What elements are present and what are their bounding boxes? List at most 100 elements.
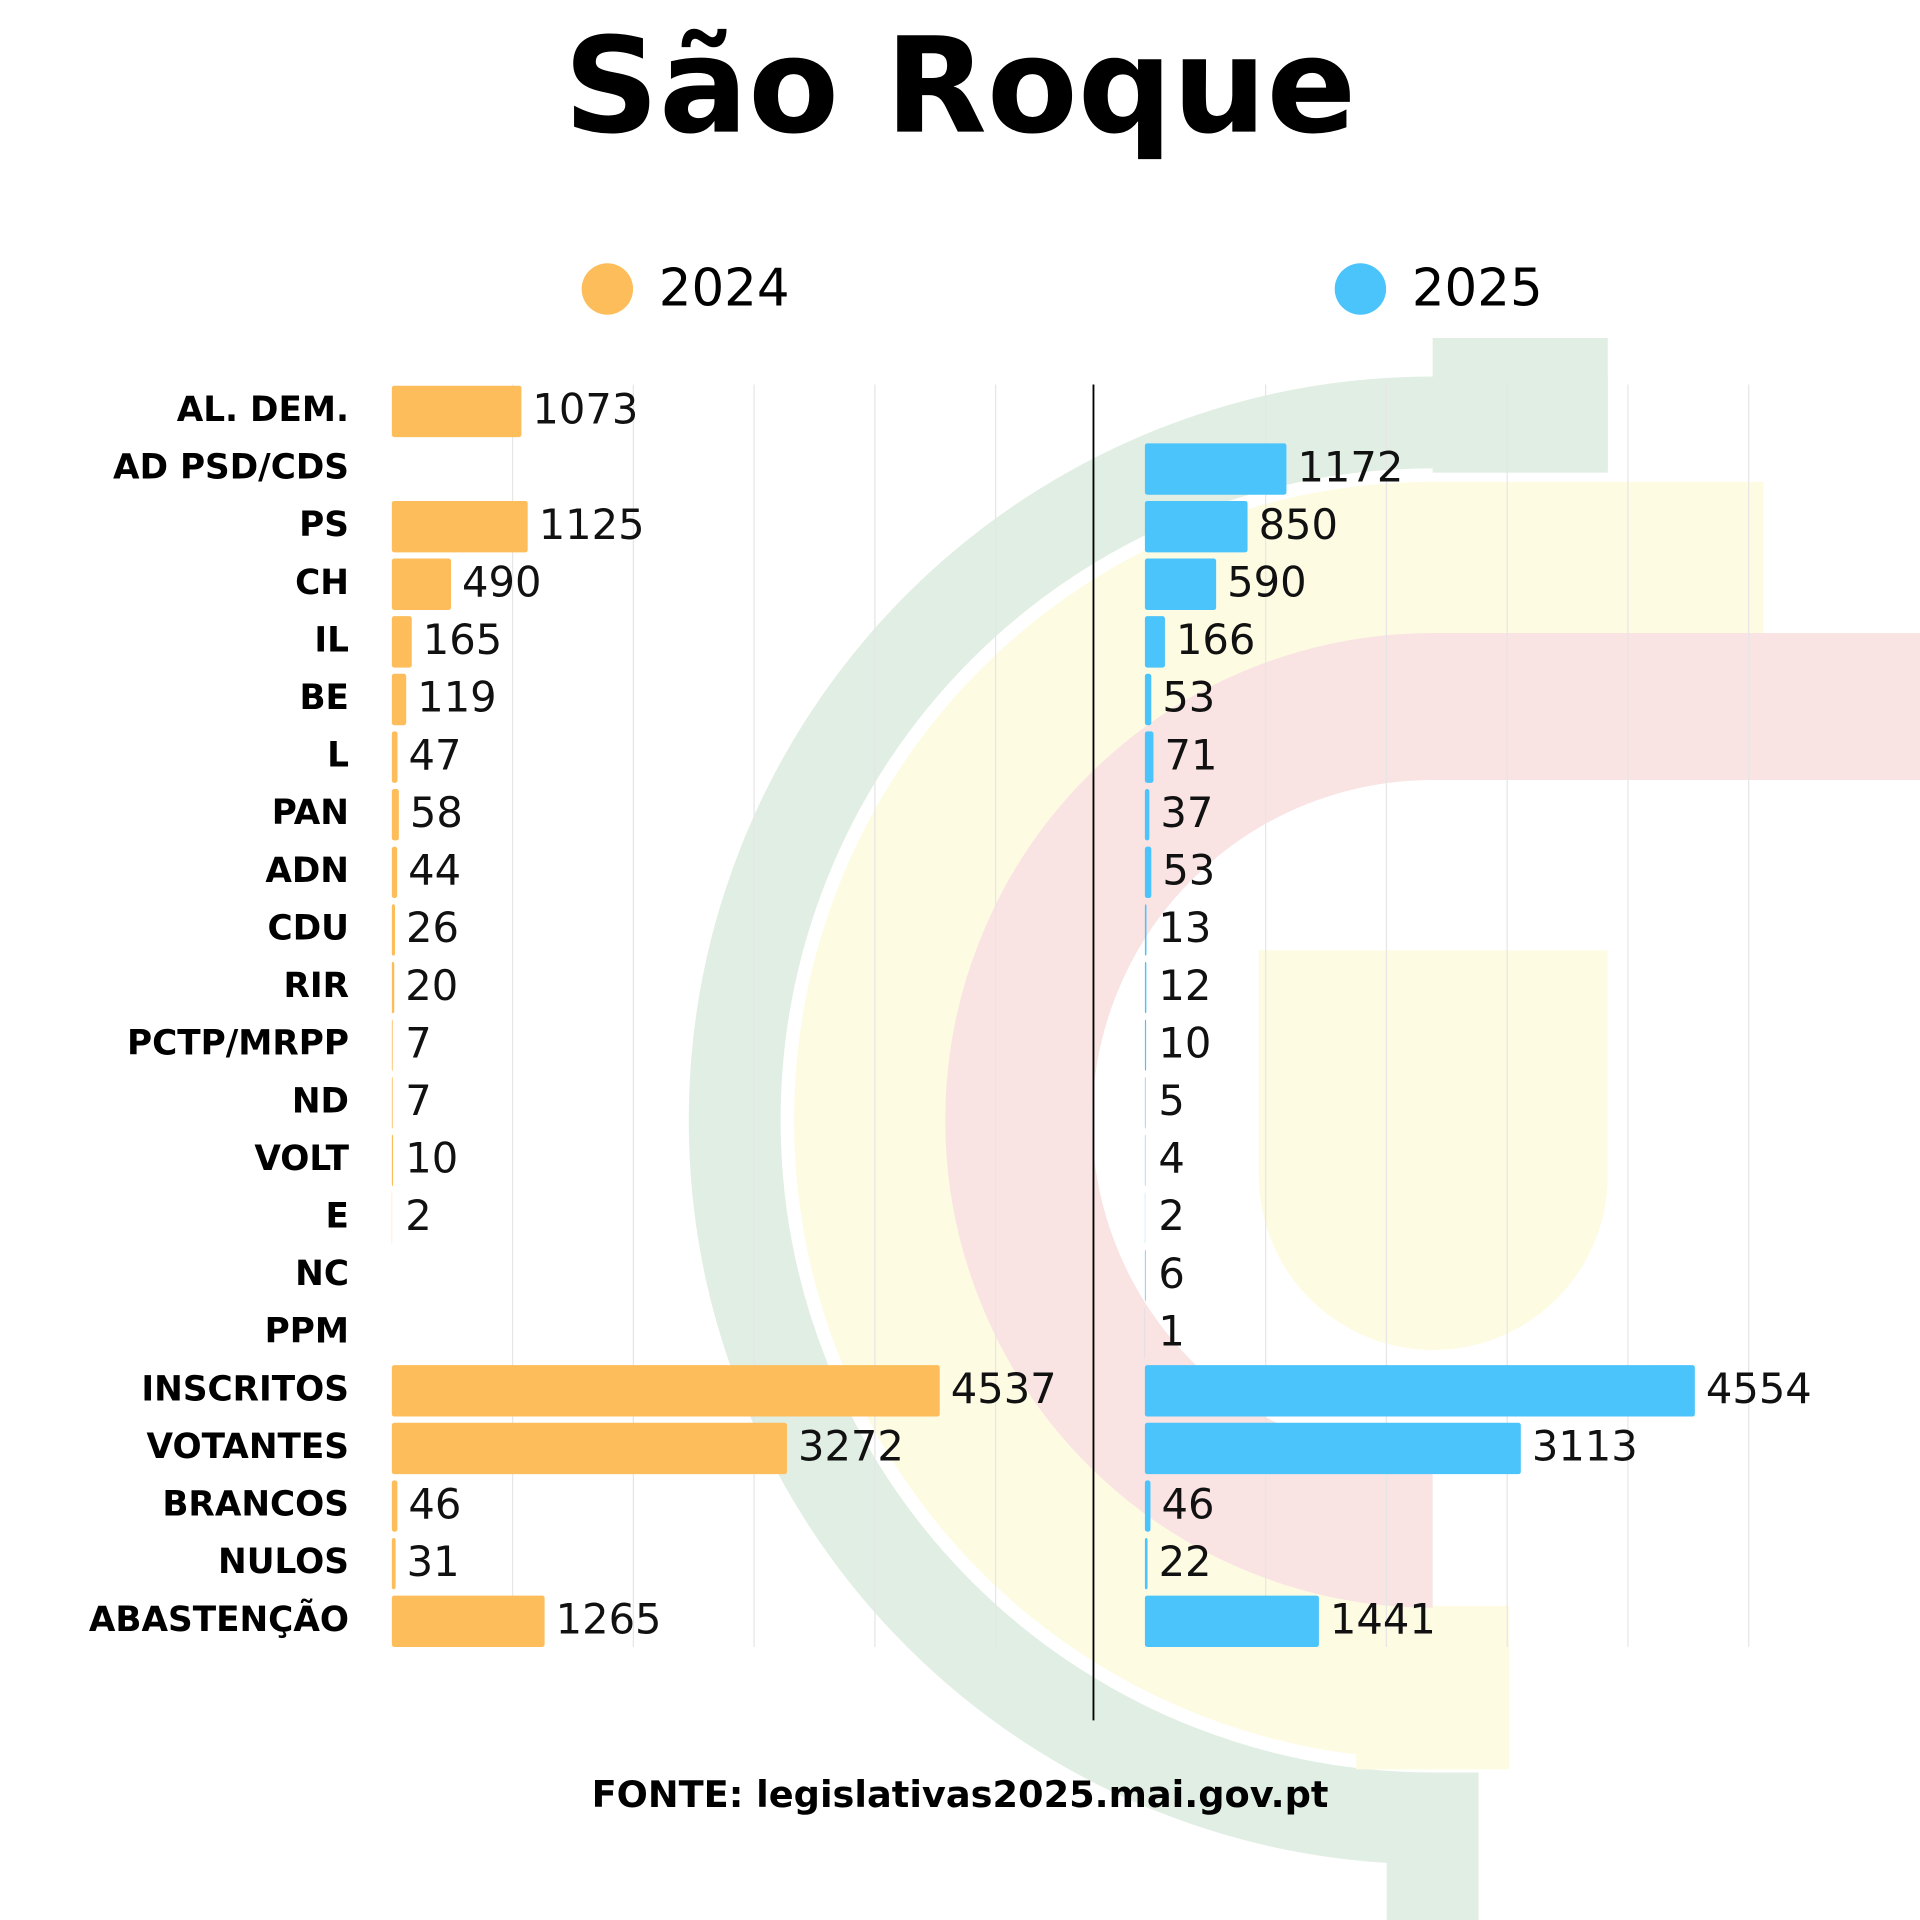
bar	[391, 1480, 398, 1532]
bar	[1144, 846, 1152, 899]
bar	[391, 500, 528, 553]
bar	[391, 1365, 940, 1417]
value-label: 46	[1161, 1479, 1214, 1528]
value-label: 71	[1164, 730, 1217, 779]
value-label: 20	[405, 961, 458, 1010]
bar	[1144, 616, 1165, 668]
value-label: 10	[405, 1134, 458, 1183]
category-label: L	[327, 736, 349, 776]
value-label: 1073	[532, 385, 638, 434]
bar	[391, 846, 398, 899]
category-label: CDU	[268, 908, 349, 948]
bar	[391, 904, 395, 956]
value-label: 3113	[1532, 1422, 1638, 1471]
category-label: IL	[314, 620, 349, 660]
value-label: 13	[1158, 903, 1211, 952]
category-label: INSCRITOS	[141, 1369, 349, 1409]
category-label: ABASTENÇÃO	[89, 1599, 349, 1640]
category-label: VOLT	[254, 1139, 349, 1179]
category-label: BRANCOS	[162, 1485, 349, 1525]
legend-label: 2024	[659, 258, 790, 318]
value-label: 166	[1176, 615, 1255, 664]
category-label: ADN	[265, 851, 349, 891]
category-label: NC	[295, 1254, 349, 1294]
category-label: PS	[299, 505, 349, 545]
value-label: 31	[407, 1537, 460, 1586]
value-label: 53	[1162, 673, 1215, 722]
category-label: PPM	[265, 1312, 349, 1352]
value-label: 5	[1158, 1076, 1184, 1125]
category-label: AL. DEM.	[177, 390, 349, 430]
value-label: 850	[1259, 500, 1338, 549]
bar	[391, 731, 398, 783]
category-label: CH	[295, 563, 349, 603]
value-label: 7	[405, 1076, 431, 1125]
bar	[1144, 1019, 1147, 1071]
chart-title: São Roque	[564, 10, 1357, 164]
bar	[1144, 1077, 1146, 1129]
category-label: VOTANTES	[147, 1427, 349, 1467]
bar	[1144, 789, 1150, 841]
value-label: 1172	[1297, 442, 1403, 491]
legend-label: 2025	[1412, 258, 1543, 318]
bar	[391, 1595, 545, 1647]
value-label: 26	[406, 903, 459, 952]
bar	[391, 616, 412, 668]
bar	[391, 1077, 393, 1129]
bar	[391, 558, 452, 610]
value-label: 22	[1159, 1537, 1212, 1586]
value-label: 2	[1158, 1191, 1184, 1240]
bar	[1144, 500, 1248, 553]
value-label: 37	[1160, 788, 1213, 837]
value-label: 4537	[951, 1364, 1057, 1413]
bar	[1144, 1365, 1695, 1417]
value-label: 490	[462, 557, 541, 606]
value-label: 53	[1162, 846, 1215, 895]
value-label: 165	[423, 615, 502, 664]
value-label: 119	[417, 673, 496, 722]
category-label: NULOS	[218, 1542, 349, 1582]
background-decoration	[688, 337, 1920, 1920]
value-label: 6	[1158, 1249, 1184, 1298]
bar	[391, 1537, 396, 1590]
bar	[1144, 673, 1152, 726]
value-label: 12	[1158, 961, 1211, 1010]
bar	[1144, 1422, 1521, 1475]
category-label: ND	[292, 1081, 349, 1121]
value-label: 7	[405, 1018, 431, 1067]
value-label: 10	[1158, 1018, 1211, 1067]
bar	[1144, 1595, 1319, 1647]
legend-marker	[1334, 263, 1387, 315]
bar	[1144, 443, 1287, 495]
value-label: 1	[1158, 1306, 1184, 1355]
value-label: 47	[409, 730, 462, 779]
value-label: 46	[408, 1479, 461, 1528]
legend-marker	[581, 263, 634, 315]
bar	[1144, 1480, 1151, 1532]
bar	[1144, 1249, 1146, 1302]
value-label: 1441	[1330, 1595, 1436, 1644]
value-label: 4	[1158, 1134, 1184, 1183]
bar	[1144, 961, 1147, 1014]
category-label: BE	[299, 678, 349, 718]
bar	[391, 385, 522, 438]
source-note: FONTE: legislativas2025.mai.gov.pt	[592, 1773, 1329, 1816]
category-label: E	[326, 1197, 349, 1237]
category-label: AD PSD/CDS	[113, 448, 349, 488]
category-label: RIR	[283, 966, 349, 1006]
category-label: PCTP/MRPP	[127, 1024, 349, 1064]
bar	[1144, 904, 1147, 956]
value-label: 1125	[539, 500, 645, 549]
bar	[391, 961, 395, 1014]
bar	[391, 1019, 393, 1071]
bar	[1144, 731, 1154, 783]
value-label: 2	[405, 1191, 431, 1240]
value-label: 3272	[798, 1422, 904, 1471]
bar	[391, 1422, 787, 1475]
bar	[391, 789, 399, 841]
category-label: PAN	[272, 793, 349, 833]
value-label: 44	[408, 846, 461, 895]
bar	[391, 673, 407, 726]
bar	[1144, 558, 1217, 610]
